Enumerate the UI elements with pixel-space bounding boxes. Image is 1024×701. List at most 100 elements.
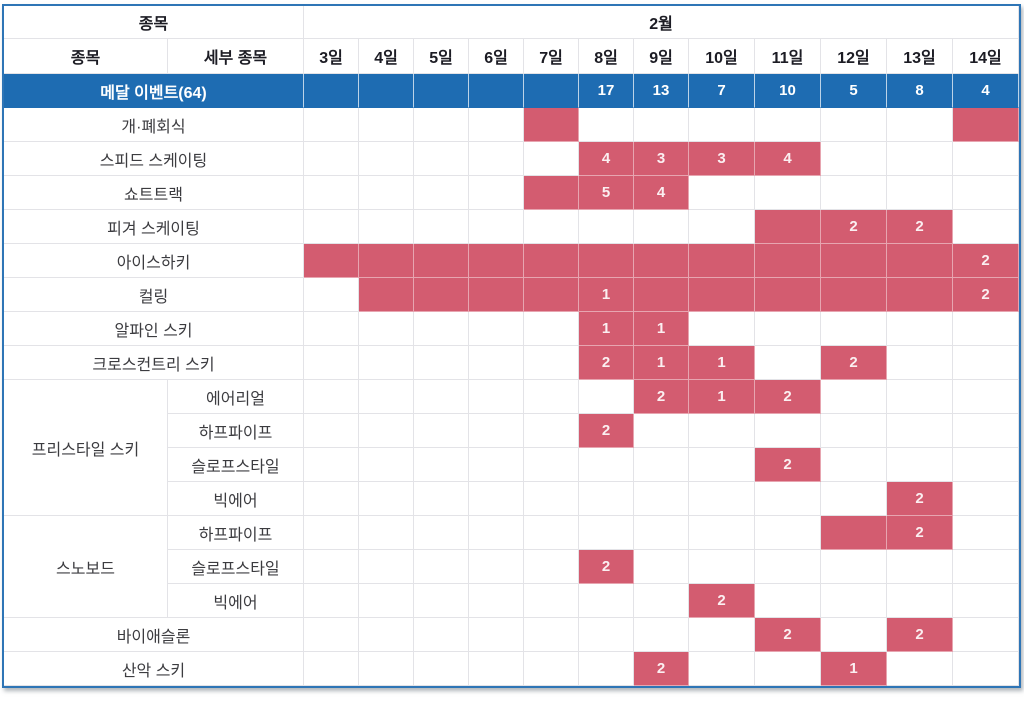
day-cell-empty (469, 380, 524, 414)
day-cell-empty (634, 210, 689, 244)
day-cell-scheduled (304, 244, 359, 278)
day-cell-scheduled: 4 (579, 142, 634, 176)
day-cell-empty (414, 652, 469, 686)
day-cell-scheduled: 2 (953, 278, 1019, 312)
day-cell-empty (953, 482, 1019, 516)
day-cell-scheduled (469, 244, 524, 278)
day-cell-empty (579, 448, 634, 482)
day-cell-scheduled: 1 (689, 380, 755, 414)
day-cell-empty (414, 618, 469, 652)
day-cell-scheduled: 3 (634, 142, 689, 176)
day-cell-empty (469, 414, 524, 448)
day-cell-empty (304, 380, 359, 414)
day-cell-scheduled: 1 (634, 312, 689, 346)
day-cell-empty (524, 380, 579, 414)
month-header: 2월 (304, 6, 1019, 39)
day-cell-empty (953, 618, 1019, 652)
day-cell-scheduled (755, 278, 821, 312)
medal-count-cell: 17 (579, 74, 634, 108)
category-group-header: 종목 (4, 6, 304, 39)
day-cell-empty (755, 584, 821, 618)
day-cell-empty (359, 380, 414, 414)
day-cell-empty (821, 584, 887, 618)
day-cell-empty (304, 312, 359, 346)
day-cell-empty (953, 516, 1019, 550)
day-cell-empty (524, 516, 579, 550)
medal-count-cell: 4 (953, 74, 1019, 108)
group-label: 프리스타일 스키 (4, 380, 168, 516)
day-header: 10일 (689, 39, 755, 74)
day-cell-empty (359, 142, 414, 176)
day-cell-empty (359, 448, 414, 482)
day-cell-empty (579, 652, 634, 686)
medal-count-cell (469, 74, 524, 108)
day-cell-empty (689, 516, 755, 550)
day-cell-empty (414, 312, 469, 346)
subevent-label: 하프파이프 (168, 414, 304, 448)
medal-count-cell (414, 74, 469, 108)
day-cell-empty (469, 584, 524, 618)
day-cell-empty (414, 176, 469, 210)
day-cell-empty (359, 108, 414, 142)
schedule-table: 종목 2월 종목 세부 종목 3일 4일 5일 6일 7일 8일 9일 10일 11일 12일 13일 14일… (2, 4, 1021, 688)
day-cell-scheduled: 4 (634, 176, 689, 210)
day-cell-empty (524, 448, 579, 482)
day-cell-empty (755, 652, 821, 686)
day-cell-empty (887, 380, 953, 414)
day-cell-empty (953, 652, 1019, 686)
day-cell-scheduled: 2 (887, 516, 953, 550)
day-cell-empty (689, 448, 755, 482)
day-cell-empty (469, 346, 524, 380)
day-cell-empty (524, 210, 579, 244)
day-cell-empty (689, 618, 755, 652)
day-cell-empty (524, 414, 579, 448)
day-cell-empty (953, 176, 1019, 210)
day-cell-scheduled: 1 (634, 346, 689, 380)
day-cell-empty (359, 584, 414, 618)
day-cell-empty (524, 618, 579, 652)
event-label: 컬링 (4, 278, 304, 312)
day-header: 13일 (887, 39, 953, 74)
event-label: 스피드 스케이팅 (4, 142, 304, 176)
day-cell-empty (469, 652, 524, 686)
day-cell-empty (634, 448, 689, 482)
event-label: 크로스컨트리 스키 (4, 346, 304, 380)
day-cell-scheduled (821, 244, 887, 278)
day-cell-scheduled (524, 108, 579, 142)
day-cell-scheduled: 2 (821, 210, 887, 244)
day-header: 5일 (414, 39, 469, 74)
day-header: 6일 (469, 39, 524, 74)
day-cell-empty (755, 550, 821, 584)
day-cell-scheduled: 1 (689, 346, 755, 380)
day-cell-empty (469, 482, 524, 516)
day-cell-empty (821, 380, 887, 414)
event-label: 개·폐회식 (4, 108, 304, 142)
day-cell-empty (524, 142, 579, 176)
day-cell-empty (524, 550, 579, 584)
event-label: 피겨 스케이팅 (4, 210, 304, 244)
day-cell-empty (304, 516, 359, 550)
day-header: 14일 (953, 39, 1019, 74)
day-cell-scheduled (524, 244, 579, 278)
day-cell-empty (953, 346, 1019, 380)
day-cell-empty (634, 516, 689, 550)
day-cell-empty (414, 482, 469, 516)
event-label: 산악 스키 (4, 652, 304, 686)
day-cell-empty (755, 312, 821, 346)
day-cell-empty (359, 210, 414, 244)
day-cell-empty (414, 108, 469, 142)
day-cell-scheduled (634, 244, 689, 278)
day-cell-empty (579, 108, 634, 142)
day-cell-empty (755, 346, 821, 380)
day-cell-empty (304, 414, 359, 448)
day-cell-scheduled (821, 278, 887, 312)
day-cell-empty (634, 618, 689, 652)
day-cell-empty (887, 142, 953, 176)
day-cell-empty (304, 482, 359, 516)
medal-count-cell: 10 (755, 74, 821, 108)
day-header: 3일 (304, 39, 359, 74)
group-label: 스노보드 (4, 516, 168, 618)
day-cell-empty (304, 584, 359, 618)
day-cell-empty (414, 346, 469, 380)
